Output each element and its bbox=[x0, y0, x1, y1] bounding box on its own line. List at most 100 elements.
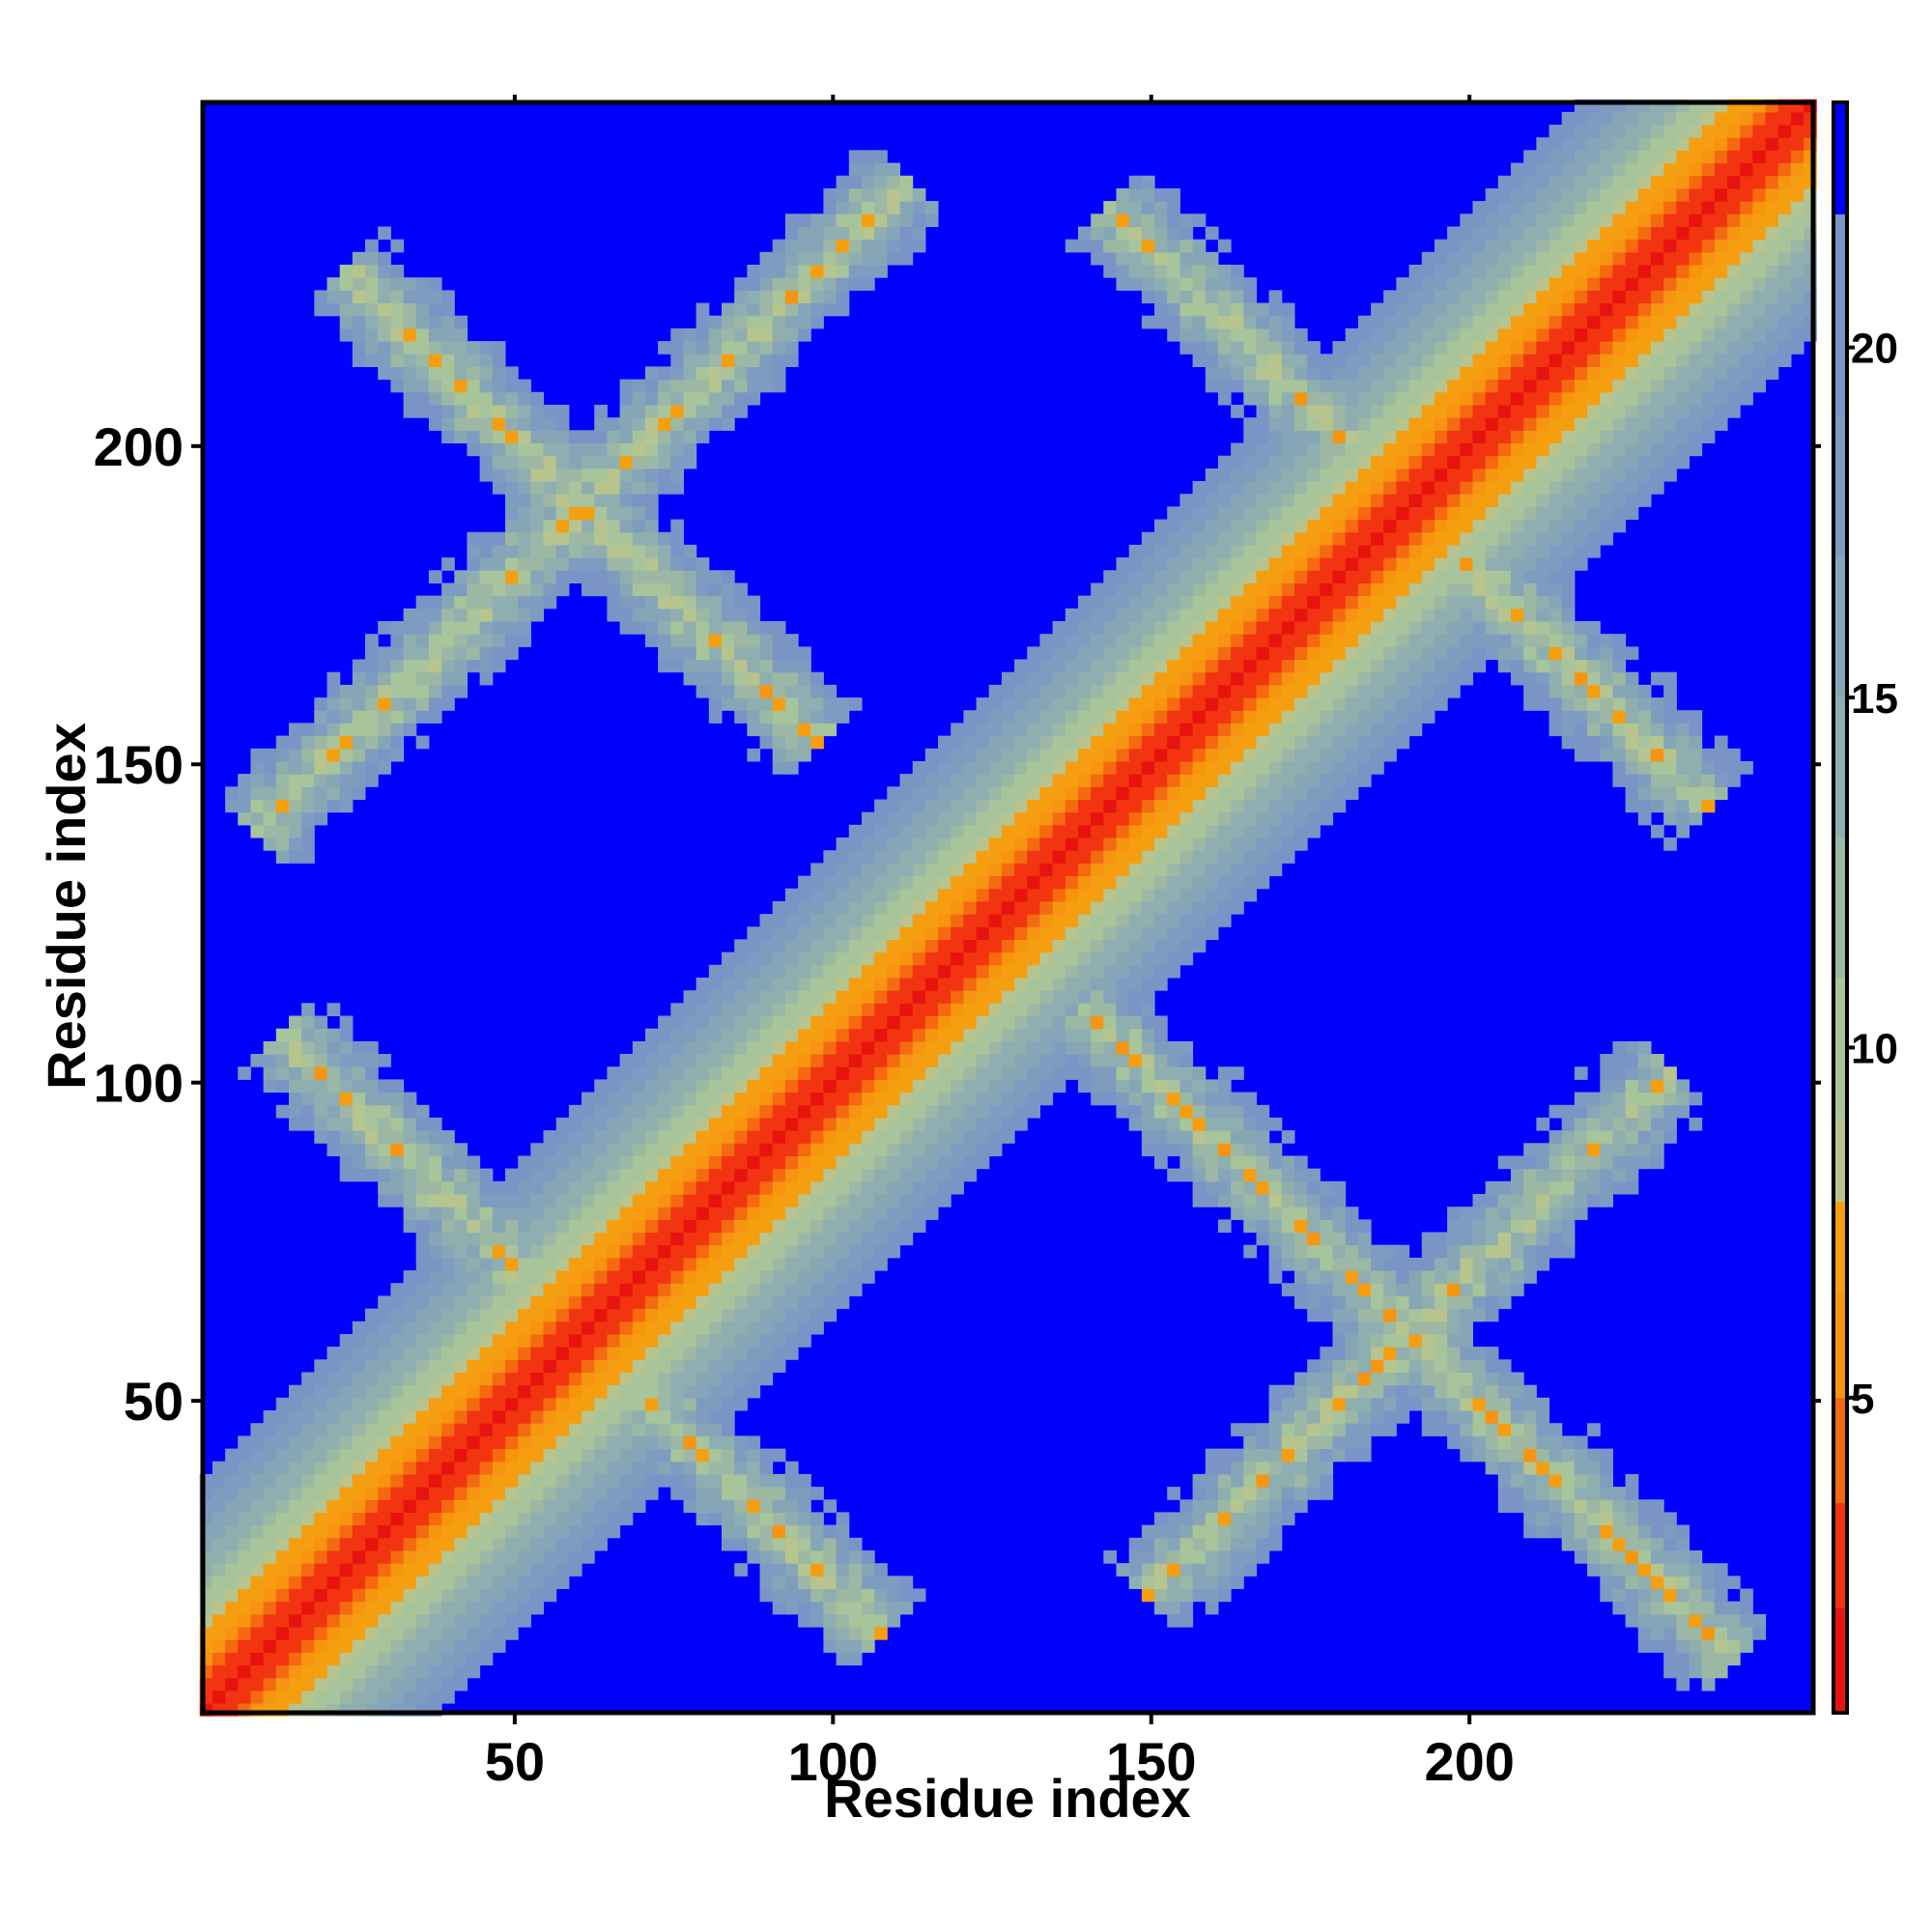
heatmap-cell bbox=[518, 1180, 531, 1195]
heatmap-cell bbox=[836, 290, 850, 304]
heatmap-cell bbox=[632, 1207, 646, 1220]
heatmap-cell bbox=[1243, 327, 1257, 342]
heatmap-cell bbox=[1192, 1537, 1207, 1551]
heatmap-cell bbox=[352, 1130, 366, 1144]
heatmap-cell bbox=[823, 1613, 838, 1628]
heatmap-cell bbox=[747, 952, 761, 966]
heatmap-cell bbox=[1345, 621, 1359, 635]
heatmap-cell bbox=[836, 1194, 850, 1208]
heatmap-cell bbox=[518, 595, 531, 610]
heatmap-cell bbox=[275, 1512, 290, 1526]
heatmap-cell bbox=[747, 1054, 761, 1067]
heatmap-cell bbox=[378, 1180, 391, 1195]
heatmap-cell bbox=[823, 1550, 838, 1564]
heatmap-cell bbox=[988, 1003, 1003, 1016]
heatmap-cell bbox=[530, 1512, 544, 1526]
heatmap-cell bbox=[784, 914, 799, 927]
heatmap-cell bbox=[658, 646, 671, 661]
heatmap-cell bbox=[1307, 455, 1321, 469]
heatmap-cell bbox=[1192, 570, 1207, 583]
heatmap-cell bbox=[263, 1054, 277, 1067]
heatmap-cell bbox=[722, 1295, 735, 1310]
heatmap-cell bbox=[454, 1347, 468, 1360]
heatmap-cell bbox=[810, 914, 824, 927]
heatmap-cell bbox=[403, 1295, 417, 1310]
heatmap-cell bbox=[263, 1040, 277, 1055]
heatmap-cell bbox=[238, 1613, 251, 1628]
heatmap-cell bbox=[1154, 926, 1168, 940]
heatmap-cell bbox=[454, 1384, 468, 1399]
heatmap-cell bbox=[1320, 557, 1334, 571]
heatmap-cell bbox=[1179, 723, 1194, 737]
heatmap-cell bbox=[1192, 1168, 1207, 1182]
heatmap-cell bbox=[722, 1524, 735, 1539]
heatmap-cell bbox=[658, 1435, 671, 1450]
heatmap-cell bbox=[772, 1257, 786, 1271]
heatmap-cell bbox=[823, 1143, 838, 1156]
heatmap-cell bbox=[683, 1054, 697, 1067]
heatmap-cell bbox=[467, 1207, 481, 1220]
heatmap-cell bbox=[644, 519, 659, 533]
heatmap-cell bbox=[1103, 659, 1117, 673]
heatmap-cell bbox=[1294, 1448, 1308, 1463]
heatmap-cell bbox=[1205, 506, 1219, 521]
heatmap-cell bbox=[568, 1487, 582, 1500]
heatmap-cell bbox=[836, 1601, 850, 1615]
heatmap-cell bbox=[518, 1257, 531, 1271]
heatmap-cell bbox=[632, 1180, 646, 1195]
heatmap-cell bbox=[428, 341, 442, 355]
heatmap-cell bbox=[810, 213, 824, 227]
heatmap-cell bbox=[225, 1461, 239, 1475]
heatmap-cell bbox=[403, 1423, 417, 1436]
heatmap-cell bbox=[1332, 608, 1347, 622]
heatmap-cell bbox=[479, 1207, 494, 1220]
heatmap-cell bbox=[1307, 468, 1321, 482]
heatmap-cell bbox=[275, 1613, 290, 1628]
heatmap-cell bbox=[759, 1066, 774, 1080]
heatmap-cell bbox=[1217, 735, 1232, 750]
heatmap-cell bbox=[784, 341, 799, 355]
heatmap-cell bbox=[301, 1079, 315, 1094]
heatmap-cell bbox=[670, 481, 684, 495]
heatmap-cell bbox=[836, 1537, 850, 1551]
heatmap-cell bbox=[810, 1003, 824, 1016]
heatmap-cell bbox=[1332, 659, 1347, 673]
heatmap-cell bbox=[988, 888, 1003, 902]
heatmap-cell bbox=[696, 671, 710, 686]
heatmap-cell bbox=[1078, 799, 1092, 813]
heatmap-cell bbox=[607, 468, 621, 482]
heatmap-cell bbox=[378, 1601, 391, 1615]
heatmap-cell bbox=[632, 1232, 646, 1246]
heatmap-cell bbox=[1231, 1448, 1244, 1463]
heatmap-cell bbox=[263, 786, 277, 800]
heatmap-cell bbox=[568, 1347, 582, 1360]
heatmap-cell bbox=[1243, 315, 1257, 329]
heatmap-cell bbox=[415, 671, 430, 686]
heatmap-cell bbox=[836, 1550, 850, 1564]
heatmap-cell bbox=[365, 1092, 379, 1106]
heatmap-cell bbox=[1332, 684, 1347, 698]
heatmap-cell bbox=[1141, 659, 1155, 673]
heatmap-cell bbox=[836, 1524, 850, 1539]
heatmap-cell bbox=[784, 1207, 799, 1220]
heatmap-cell bbox=[479, 1588, 494, 1603]
heatmap-cell bbox=[352, 723, 366, 737]
heatmap-cell bbox=[1078, 684, 1092, 698]
heatmap-cell bbox=[543, 1487, 557, 1500]
heatmap-cell bbox=[887, 1015, 900, 1030]
heatmap-cell bbox=[1192, 354, 1207, 367]
heatmap-cell bbox=[568, 506, 582, 521]
heatmap-cell bbox=[1294, 1384, 1308, 1399]
heatmap-cell bbox=[1307, 544, 1321, 558]
heatmap-cell bbox=[887, 162, 900, 177]
heatmap-cell bbox=[823, 1601, 838, 1615]
heatmap-cell bbox=[1078, 888, 1092, 902]
heatmap-cell bbox=[848, 1563, 863, 1577]
heatmap-cell bbox=[594, 1168, 608, 1182]
heatmap-cell bbox=[1116, 277, 1130, 291]
heatmap-cell bbox=[518, 494, 531, 507]
heatmap-cell bbox=[1014, 1092, 1028, 1106]
heatmap-cell bbox=[275, 774, 290, 787]
heatmap-cell bbox=[352, 302, 366, 317]
heatmap-cell bbox=[492, 557, 506, 571]
